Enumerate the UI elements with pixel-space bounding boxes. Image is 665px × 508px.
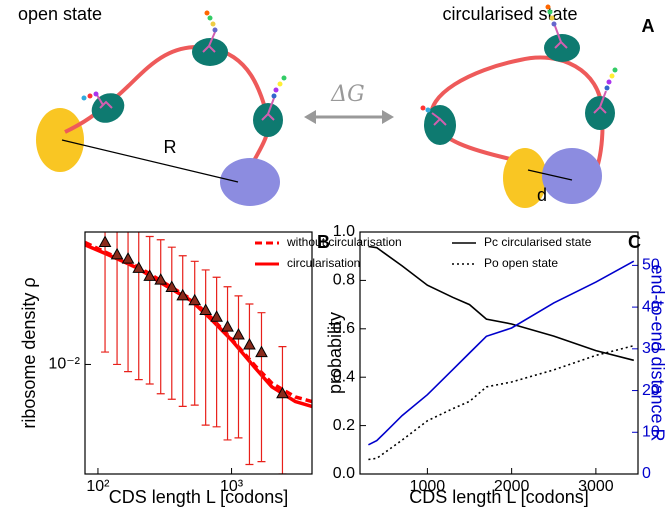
- data-point: [243, 338, 256, 350]
- legend-label: Pc circularised state: [484, 235, 592, 249]
- panel-a: open state circularised state A R ΔG d: [18, 4, 655, 208]
- x-tick-label: 10²: [86, 478, 110, 495]
- panel: 1000 2000 3000 0.0 0.2 0.4 0.6 0.8 1.0 0 10 20 30 40 5…: [325, 223, 665, 507]
- energy-label: ΔG: [330, 82, 364, 107]
- data-point: [176, 288, 190, 301]
- distance-label: R: [164, 137, 177, 157]
- legend-label: Po open state: [484, 256, 558, 270]
- ribosome: [424, 105, 456, 145]
- error-caps: [113, 363, 122, 366]
- series-line: [368, 245, 634, 362]
- error-caps: [245, 303, 254, 466]
- y2-axis-label: end-to-end distance R: [647, 264, 665, 441]
- error-caps: [145, 235, 154, 385]
- y2-tick-label: 0: [642, 465, 651, 482]
- x-axis-label: CDS length L [codons]: [409, 487, 588, 507]
- y-axis-label: ribosome density ρ: [19, 277, 39, 428]
- data-point: [188, 293, 202, 306]
- data-point: [232, 328, 245, 340]
- plot-frame: [84, 231, 313, 475]
- legend-label: without circularisation: [286, 235, 402, 249]
- data-point: [110, 247, 124, 260]
- data-point: [132, 261, 146, 273]
- cap-end: [36, 108, 84, 172]
- beads: [420, 4, 618, 113]
- error-caps: [223, 286, 232, 441]
- beads: [81, 10, 287, 101]
- data-point: [199, 303, 213, 315]
- y-tick-label: 0.8: [333, 272, 355, 289]
- panel: 10² 10³ 10⁻² CDS length L [codons] ribosome …: [19, 231, 402, 507]
- data-point: [98, 235, 112, 247]
- series-line: [85, 243, 312, 409]
- series-line: [368, 260, 635, 446]
- error-caps: [190, 260, 199, 406]
- y2-tick-label: 30: [642, 340, 660, 357]
- legend-label: circularisation: [287, 256, 360, 270]
- x-tick-label: 3000: [578, 478, 614, 495]
- data-point: [154, 273, 168, 285]
- y2-tick-label: 20: [642, 382, 660, 399]
- data-point: [276, 386, 289, 399]
- peptide: [96, 31, 275, 121]
- tail-end: [220, 158, 280, 206]
- series-line: [368, 344, 634, 461]
- ribosome: [544, 34, 580, 62]
- error-caps: [178, 255, 187, 407]
- data-point: [121, 252, 135, 264]
- plot-frame: [359, 231, 639, 475]
- error-caps: [156, 239, 165, 395]
- plot-area: [368, 245, 635, 461]
- y2-tick-label: 50: [642, 257, 660, 274]
- error-caps: [101, 351, 110, 353]
- plot-area: [85, 232, 312, 474]
- error-caps: [124, 371, 133, 373]
- data-point: [143, 269, 157, 281]
- distance-label: d: [537, 185, 547, 205]
- ribosome: [91, 93, 125, 123]
- y2-tick-label: 40: [642, 298, 660, 315]
- y-axis-label: probability: [325, 312, 345, 394]
- y-tick-label: 10⁻²: [48, 356, 80, 373]
- y-tick-label: 0.4: [333, 368, 355, 385]
- x-tick-label: 2000: [494, 478, 530, 495]
- x-axis-label: CDS length L [codons]: [109, 487, 288, 507]
- panel-label: B: [317, 232, 330, 252]
- y-tick-label: 0.6: [333, 320, 355, 337]
- data-point: [165, 280, 179, 292]
- open-state-label: open state: [18, 4, 102, 24]
- error-caps: [167, 246, 176, 400]
- ribosome: [192, 38, 228, 66]
- x-tick-label: 1000: [410, 478, 446, 495]
- y-tick-label: 0.0: [333, 465, 355, 482]
- error-caps: [212, 276, 221, 428]
- data-point: [210, 310, 223, 322]
- error-caps: [257, 312, 266, 463]
- distance-line: [61, 139, 239, 183]
- error-caps: [278, 345, 287, 474]
- distance-line: [527, 169, 573, 181]
- circ-state-label: circularised state: [442, 4, 577, 24]
- panel-label: C: [628, 232, 641, 252]
- error-caps: [234, 295, 243, 439]
- error-caps: [134, 379, 143, 381]
- y-tick-label: 1.0: [333, 223, 355, 240]
- ribosome: [585, 96, 615, 130]
- x-tick-label: 10³: [220, 478, 244, 495]
- y2-tick-label: 10: [642, 423, 660, 440]
- data-point: [255, 345, 268, 358]
- cap-end: [503, 148, 547, 208]
- panel-label: A: [642, 16, 655, 36]
- peptide: [431, 25, 607, 126]
- data-point: [221, 320, 234, 332]
- ribosome: [253, 103, 283, 137]
- error-caps: [201, 269, 210, 426]
- series-line: [85, 240, 312, 404]
- tail-end: [542, 148, 602, 204]
- y-tick-label: 0.2: [333, 417, 355, 434]
